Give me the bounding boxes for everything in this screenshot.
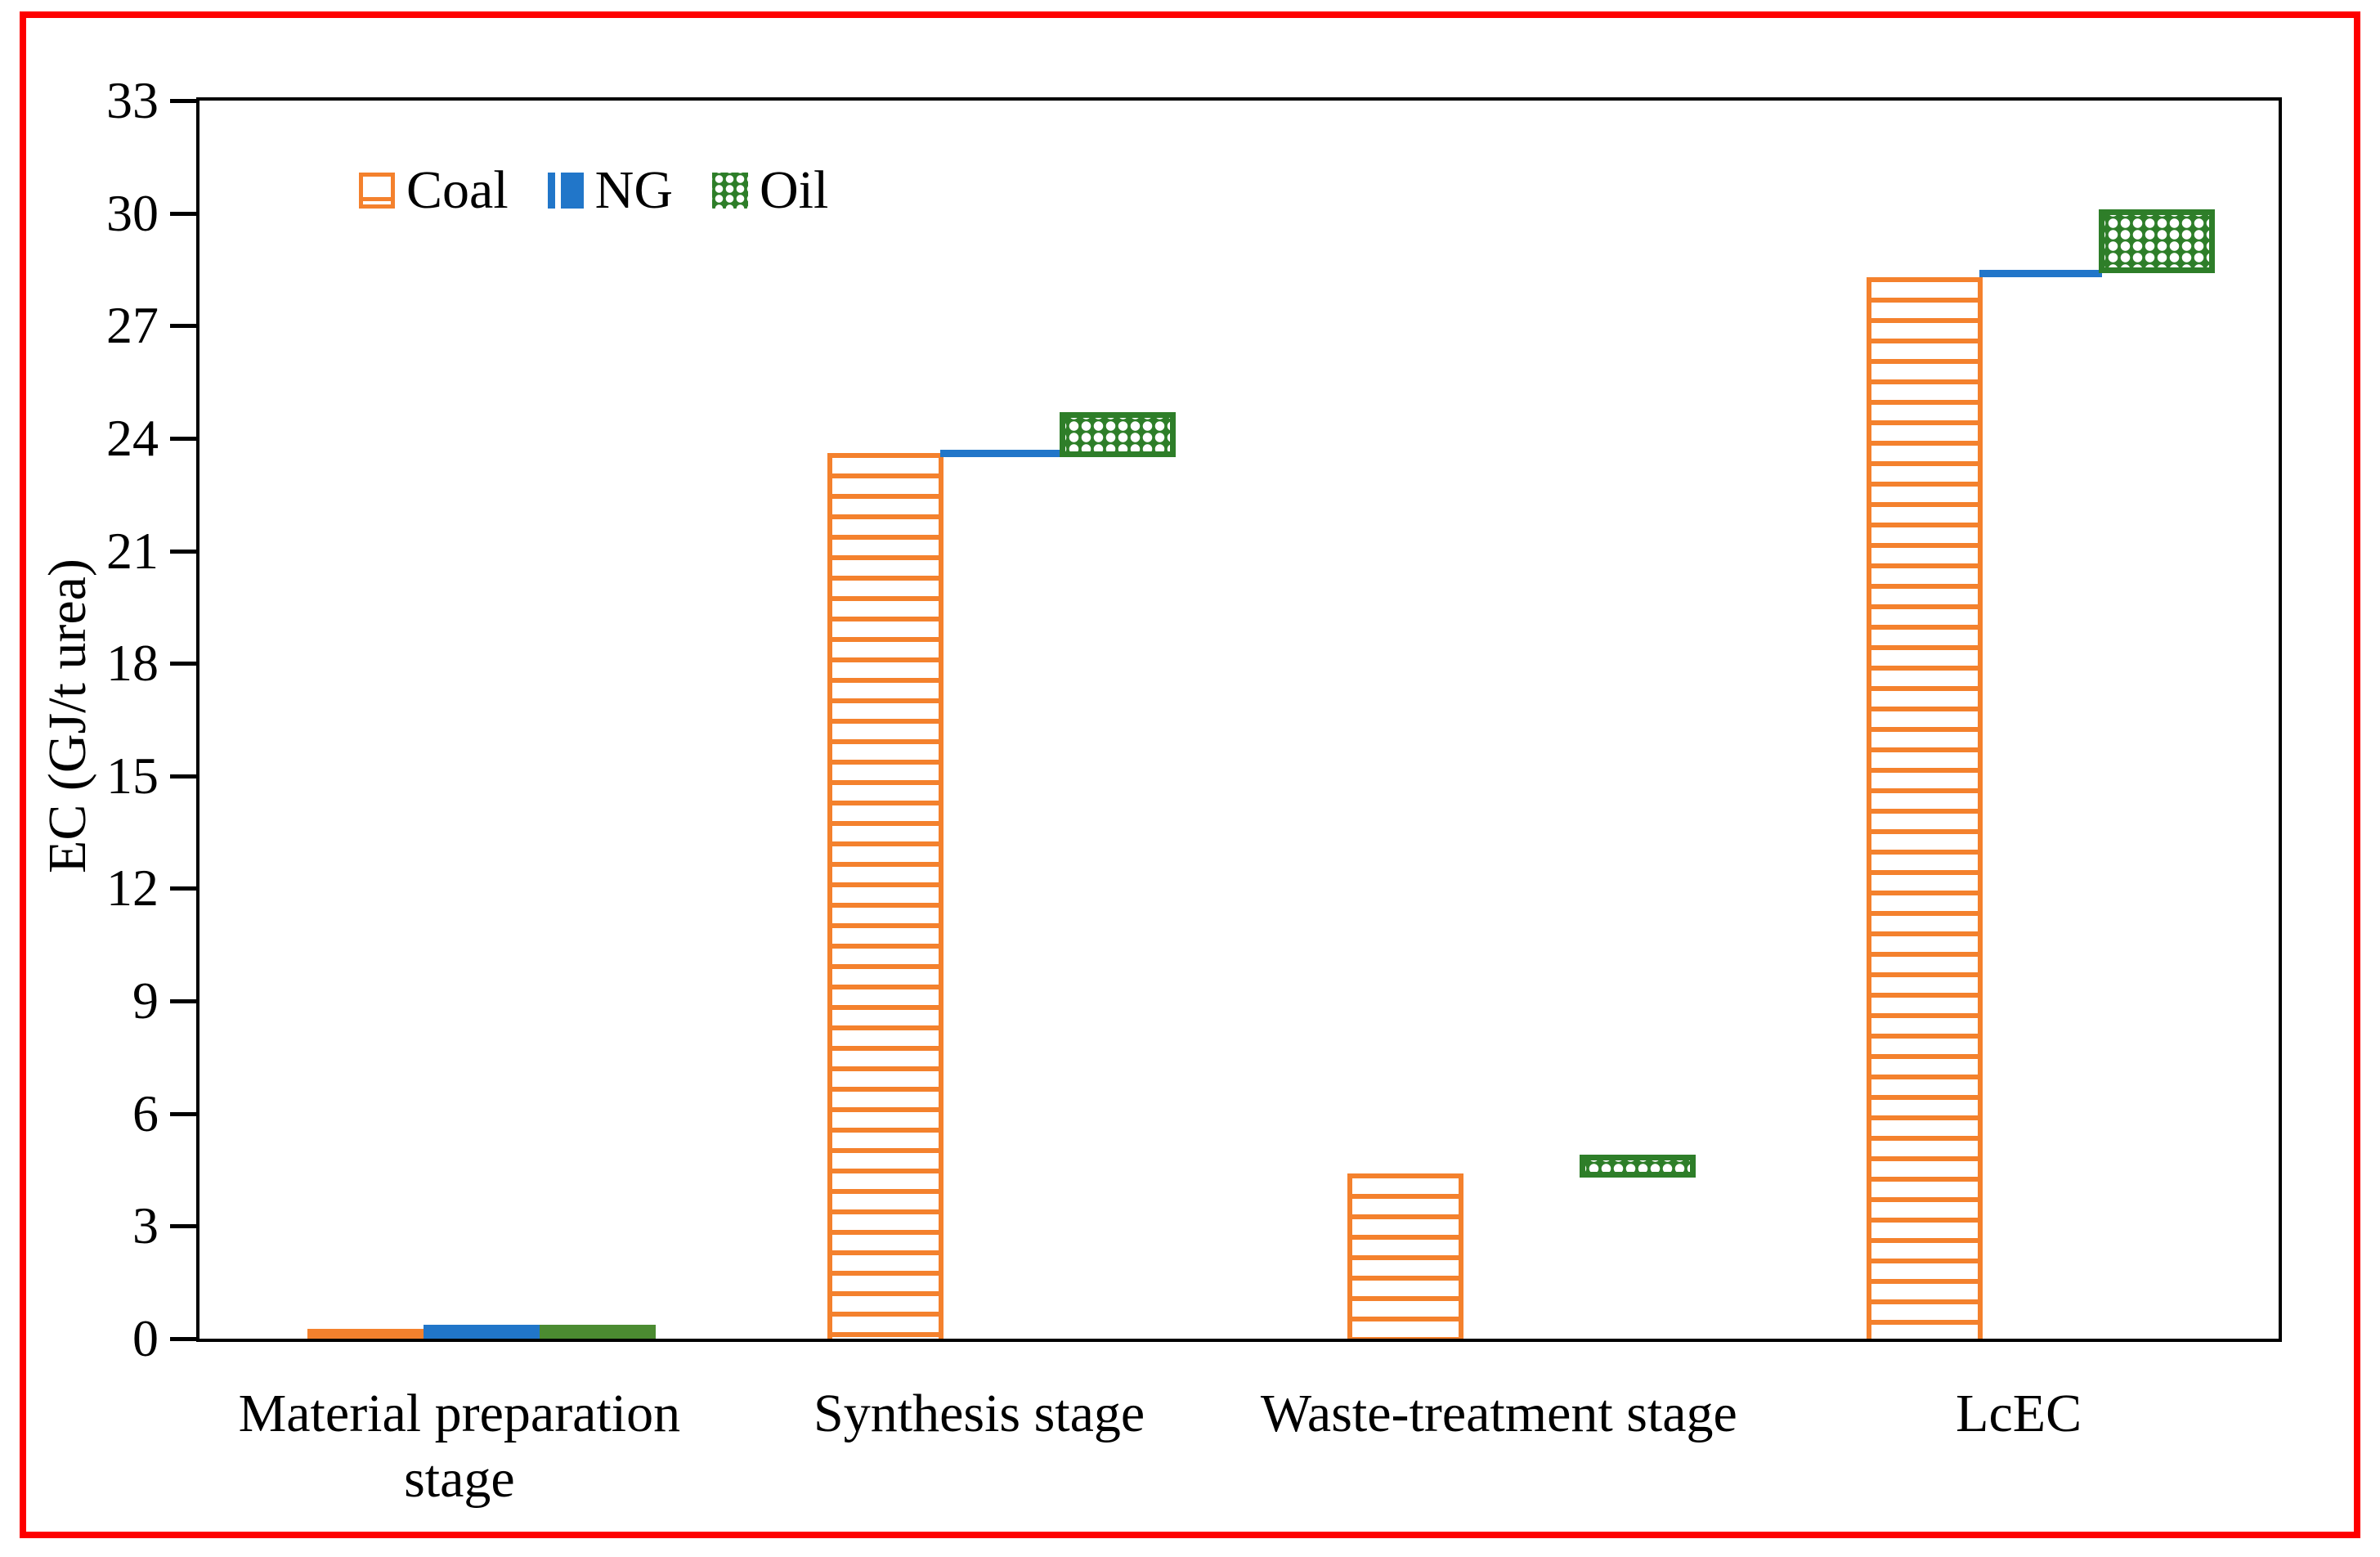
y-tick-mark — [170, 436, 196, 441]
y-tick-label: 9 — [132, 971, 159, 1030]
category-label-line: LcEC — [1956, 1384, 2082, 1443]
bar-coal-0 — [307, 1329, 424, 1339]
category-label-line: Synthesis stage — [814, 1384, 1145, 1443]
category-label-1: Synthesis stage — [710, 1381, 1249, 1447]
y-tick-mark — [170, 99, 196, 103]
y-tick-mark — [170, 1337, 196, 1341]
category-label-line: Waste-treatment stage — [1260, 1384, 1737, 1443]
y-tick-label: 12 — [106, 859, 159, 918]
legend-item-ng: NG — [547, 159, 673, 222]
legend-item-coal: Coal — [359, 159, 509, 222]
legend-item-oil: Oil — [711, 159, 829, 222]
bar-oil-2 — [1579, 1155, 1696, 1178]
legend-label-oil: Oil — [759, 160, 829, 220]
y-tick-mark — [170, 662, 196, 666]
category-label-line: Material preparation — [238, 1384, 681, 1443]
legend-label-coal: Coal — [406, 160, 509, 220]
y-tick-mark — [170, 774, 196, 778]
oil-swatch-icon — [711, 173, 748, 209]
y-tick-mark — [170, 999, 196, 1004]
legend: Coal NG Oil — [359, 159, 828, 222]
bar-ng-0 — [424, 1325, 540, 1339]
y-tick-label: 3 — [132, 1196, 159, 1255]
y-axis-title: EC (GJ/t urea) — [38, 559, 97, 874]
bar-oil-3 — [2099, 209, 2216, 274]
category-label-0: Material preparation stage — [190, 1381, 729, 1512]
y-tick-mark — [170, 324, 196, 329]
y-tick-label: 18 — [106, 634, 159, 693]
coal-swatch-icon — [359, 173, 395, 209]
bar-coal-2 — [1347, 1173, 1463, 1339]
bar-coal-3 — [1867, 276, 1983, 1339]
legend-label-ng: NG — [594, 160, 673, 220]
bar-oil-0 — [540, 1325, 656, 1339]
y-tick-label: 24 — [106, 408, 159, 467]
category-label-3: LcEC — [1749, 1381, 2288, 1447]
y-tick-label: 6 — [132, 1084, 159, 1142]
y-tick-label: 33 — [106, 71, 159, 129]
y-tick-mark — [170, 1224, 196, 1229]
y-tick-label: 0 — [132, 1309, 159, 1367]
bar-coal-1 — [827, 453, 943, 1339]
y-tick-mark — [170, 549, 196, 554]
y-tick-label: 15 — [106, 746, 159, 805]
bar-ng-3 — [1979, 270, 2103, 278]
plot-area: Coal NG Oil 0 3 6 9 12 15 18 21 24 27 30 33 Material… — [106, 71, 2282, 1509]
y-tick-mark — [170, 211, 196, 216]
y-tick-mark — [170, 886, 196, 891]
y-tick-label: 21 — [106, 521, 159, 580]
y-tick-label: 27 — [106, 296, 159, 355]
y-tick-mark — [170, 1111, 196, 1116]
category-label-2: Waste-treatment stage — [1229, 1381, 1768, 1447]
y-tick-label: 30 — [106, 183, 159, 242]
ng-swatch-icon — [547, 173, 584, 209]
bar-oil-1 — [1059, 411, 1176, 457]
category-label-line: stage — [404, 1449, 515, 1509]
bar-ng-1 — [939, 450, 1063, 458]
